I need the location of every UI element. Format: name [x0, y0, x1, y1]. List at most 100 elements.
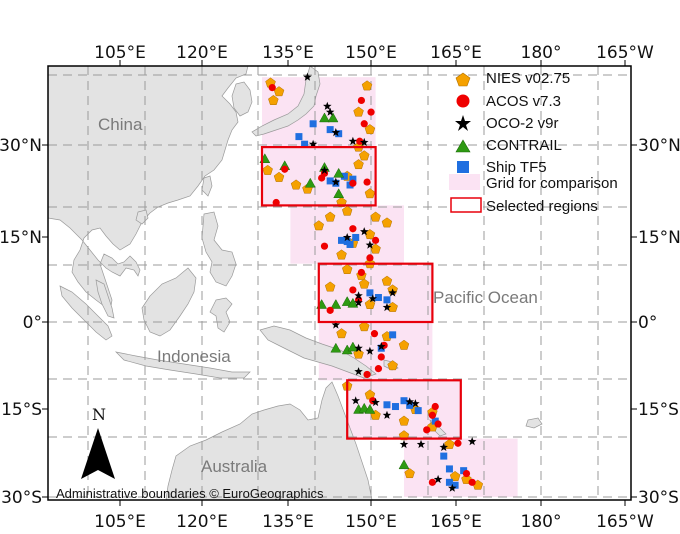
nies-point	[370, 211, 381, 222]
contrail-point	[330, 342, 342, 353]
graticule	[48, 66, 631, 500]
top-tick-105e: 105°E	[94, 43, 146, 63]
oco2-point	[331, 320, 341, 329]
legend-item-nies: NIES v02.75	[455, 70, 570, 87]
ship-point	[383, 296, 391, 304]
square-icon	[457, 161, 469, 173]
contrail-point	[341, 296, 353, 306]
acos-point	[349, 179, 357, 187]
ship-point	[301, 140, 309, 148]
svg-text:Grid for comparison: Grid for comparison	[486, 175, 618, 192]
acos-point	[372, 236, 380, 244]
contrail-point	[398, 459, 410, 470]
oco2-point	[360, 227, 369, 236]
nies-point	[381, 275, 393, 286]
oco2-point	[354, 343, 363, 352]
ship-point	[309, 120, 317, 128]
ship-point	[338, 236, 346, 244]
nies-point	[342, 263, 353, 274]
bottom-tick-165e: 165°E	[430, 512, 482, 532]
acos-point	[363, 178, 371, 186]
oco2-point	[351, 396, 360, 405]
right-axis: 30°N 15°N 0° 15°S 30°S	[638, 136, 680, 508]
oco2-point	[411, 399, 420, 408]
oco2-point	[382, 302, 392, 312]
nies-point	[381, 217, 393, 228]
acos-point	[434, 420, 442, 428]
nies-point	[336, 249, 347, 260]
selected-region-swatch-icon	[450, 197, 482, 213]
acos-point	[367, 108, 375, 116]
triangle-icon	[455, 139, 471, 153]
oco2-point	[399, 439, 409, 449]
acos-point	[268, 84, 276, 92]
contrail-point	[304, 177, 316, 188]
nies-point	[398, 339, 410, 350]
nies-point	[387, 301, 398, 312]
observation-points	[259, 72, 484, 500]
top-axis: 105°E 120°E 135°E 150°E 165°E 180° 165°W	[94, 43, 654, 63]
bottom-tick-165w: 165°W	[596, 512, 654, 532]
acos-point	[363, 370, 371, 379]
oco2-point	[320, 165, 329, 175]
top-tick-165w: 165°W	[596, 43, 654, 63]
contrail-point	[364, 403, 376, 414]
oco2-point	[323, 101, 332, 110]
nies-point	[336, 328, 347, 339]
top-tick-135e: 135°E	[262, 43, 314, 63]
legend-item-grid: Grid for comparison	[449, 174, 618, 192]
acos-point	[272, 198, 280, 207]
ship-point	[431, 417, 439, 425]
oco2-point	[388, 288, 397, 297]
oco2-point	[439, 442, 448, 451]
acos-point	[423, 426, 431, 434]
acos-point	[377, 353, 385, 361]
svg-text:ACOS v7.3: ACOS v7.3	[486, 93, 561, 110]
ship-point	[389, 331, 397, 339]
nies-point	[353, 106, 364, 117]
oco2-point	[308, 139, 318, 148]
legend-item-contrail: CONTRAIL	[455, 137, 562, 154]
acos-point	[281, 165, 289, 173]
right-tick-0: 0°	[638, 313, 657, 333]
land-java	[114, 351, 251, 379]
nies-point	[387, 360, 398, 371]
oco2-point	[467, 437, 477, 446]
star-icon	[455, 115, 471, 131]
bottom-tick-135e: 135°E	[262, 512, 314, 532]
oco2-point	[354, 291, 363, 300]
pentagon-icon	[455, 72, 471, 87]
acos-point	[356, 137, 364, 145]
land-malay-peninsula	[95, 279, 115, 319]
contrail-point	[319, 112, 330, 123]
ship-point	[406, 401, 414, 409]
acos-point	[462, 469, 471, 478]
nies-point	[359, 321, 370, 332]
ship-point	[451, 481, 459, 489]
acos-point	[374, 365, 383, 373]
selected-region-box	[317, 262, 434, 324]
acos-point	[428, 478, 436, 486]
nies-point	[353, 159, 364, 170]
top-tick-165e: 165°E	[430, 43, 482, 63]
contrail-point	[333, 188, 345, 198]
nies-point	[324, 281, 336, 292]
land-philippines	[201, 211, 237, 287]
label-indonesia: Indonesia	[157, 347, 231, 366]
nies-point	[449, 470, 461, 481]
land-japan	[251, 66, 321, 137]
nies-point	[359, 150, 370, 161]
oco2-point	[331, 128, 341, 137]
oco2-point	[377, 342, 386, 351]
ship-point	[326, 126, 334, 134]
ship-point	[346, 240, 354, 248]
axes: 105°E 120°E 135°E 150°E 165°E 180° 165°W…	[0, 43, 680, 532]
svg-text:Ship TF5: Ship TF5	[486, 159, 547, 176]
selected-regions	[260, 146, 462, 440]
ship-point	[414, 407, 422, 415]
bottom-tick-150e: 150°E	[345, 512, 397, 532]
contrail-point	[327, 112, 339, 123]
oco2-point	[416, 439, 426, 449]
ship-point	[340, 172, 348, 180]
